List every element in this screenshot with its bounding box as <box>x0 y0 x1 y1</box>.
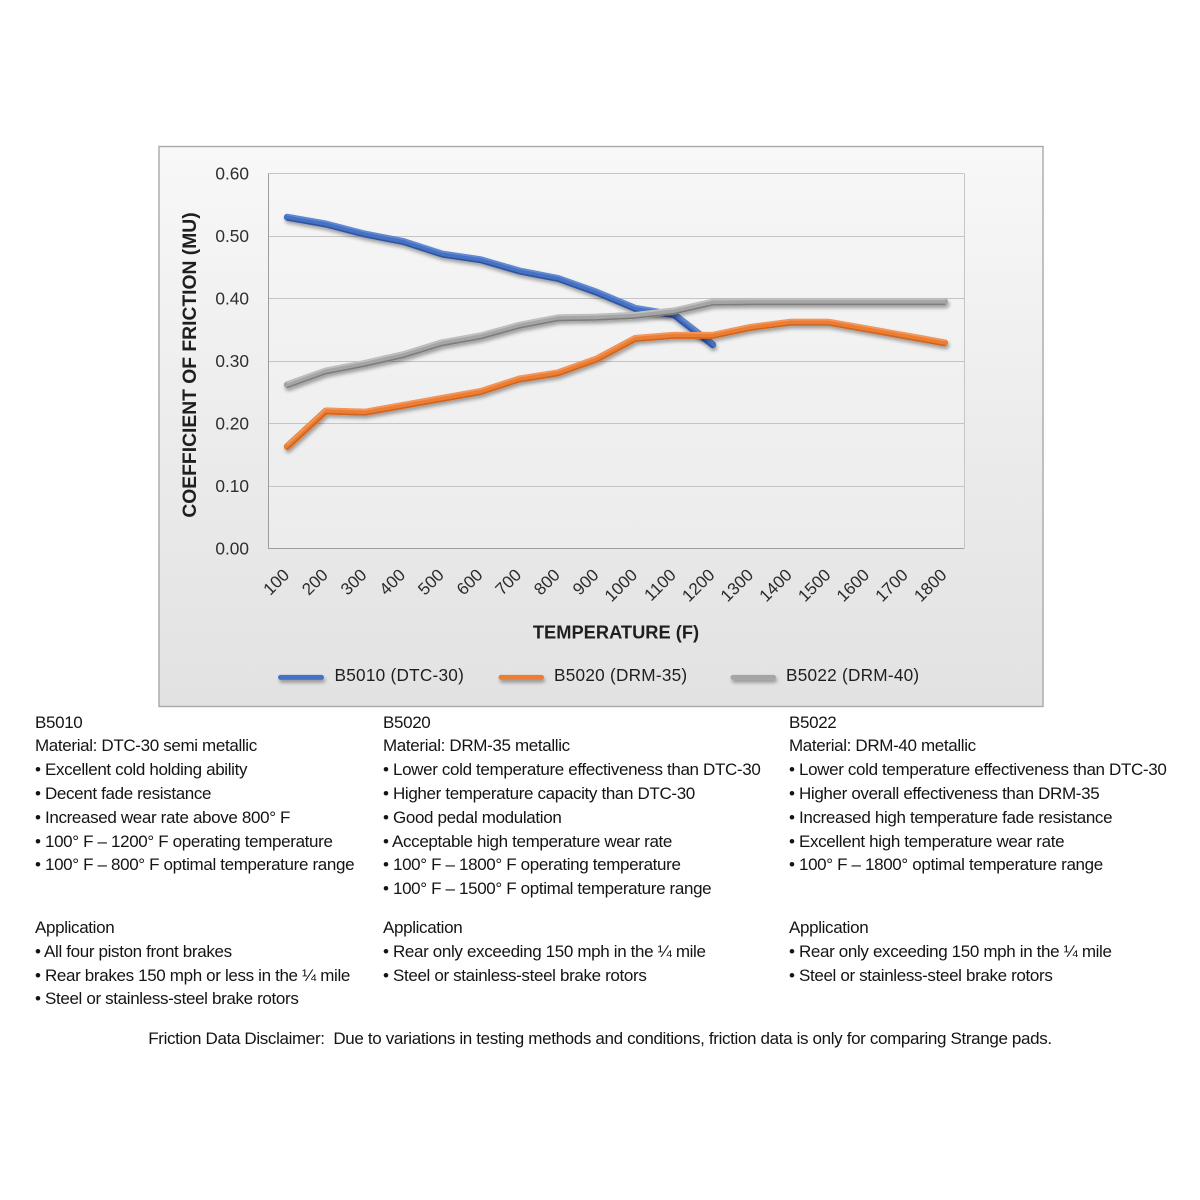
svg-text:0.30: 0.30 <box>215 351 249 371</box>
svg-text:COEFFICIENT OF FRICTION (MU): COEFFICIENT OF FRICTION (MU) <box>180 212 201 517</box>
svg-text:B5010 (DTC-30): B5010 (DTC-30) <box>335 665 465 685</box>
svg-text:0.50: 0.50 <box>215 226 249 246</box>
svg-text:B5022 (DRM-40): B5022 (DRM-40) <box>786 665 919 685</box>
svg-text:0.10: 0.10 <box>215 476 249 496</box>
svg-text:0.20: 0.20 <box>215 414 249 434</box>
svg-text:0.00: 0.00 <box>215 539 249 559</box>
svg-text:0.40: 0.40 <box>215 289 249 309</box>
svg-text:TEMPERATURE (F): TEMPERATURE (F) <box>533 622 699 643</box>
svg-text:0.60: 0.60 <box>215 164 249 184</box>
svg-text:B5020 (DRM-35): B5020 (DRM-35) <box>554 665 687 685</box>
